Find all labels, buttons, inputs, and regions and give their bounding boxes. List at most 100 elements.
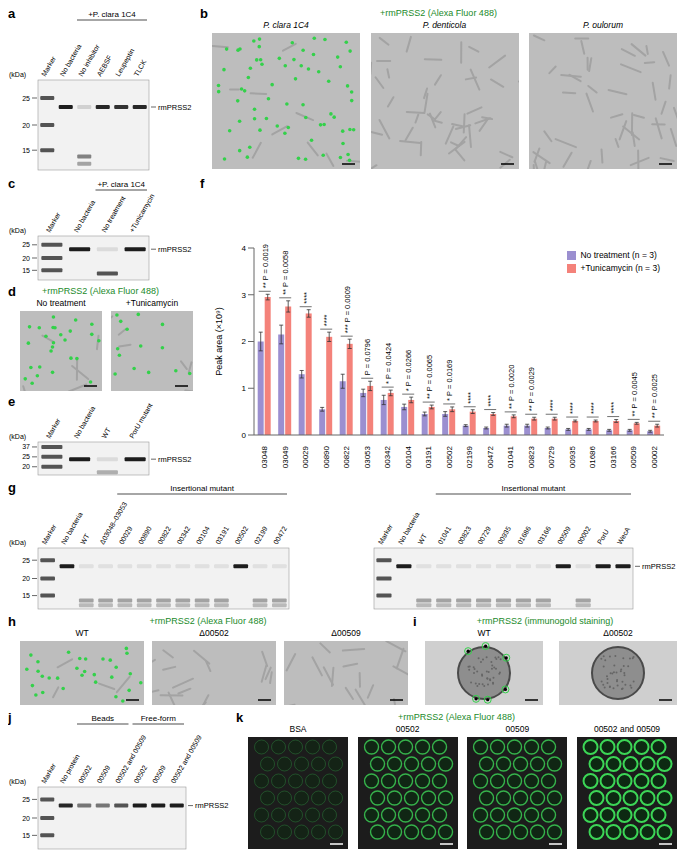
svg-text:20: 20 [22,122,30,129]
svg-text:* P = 0.0169: * P = 0.0169 [445,360,454,401]
svg-text:03191: 03191 [214,525,230,545]
svg-text:****: **** [568,402,577,414]
svg-text:00502 and 00509: 00502 and 00509 [114,734,147,785]
svg-text:** P = 0.0029: ** P = 0.0029 [527,367,536,411]
svg-text:00002: 00002 [650,445,659,468]
svg-text:00342: 00342 [383,445,392,468]
svg-text:00729: 00729 [547,445,556,468]
svg-text:00502: 00502 [77,764,93,784]
svg-text:TLCK: TLCK [133,58,148,77]
svg-text:00509: 00509 [96,764,112,784]
svg-text:03048: 03048 [260,445,269,468]
svg-text:****: **** [589,402,598,414]
svg-text:01041: 01041 [437,525,453,545]
svg-text:(kDa): (kDa) [9,539,26,547]
svg-text:15: 15 [22,592,30,599]
svg-text:00823: 00823 [456,525,472,545]
svg-text:WT: WT [100,426,112,440]
svg-text:rmPRSS2: rmPRSS2 [158,103,191,112]
svg-text:20: 20 [22,463,30,470]
svg-text:25: 25 [22,453,30,460]
svg-text:00342: 00342 [176,525,192,545]
svg-text:Marker: Marker [40,523,57,546]
svg-text:00472: 00472 [272,525,288,545]
svg-text:(kDa): (kDa) [9,778,26,786]
svg-text:** P = 0.0045: ** P = 0.0045 [630,372,639,416]
svg-text:1: 1 [242,384,247,393]
svg-text:WecA: WecA [616,526,631,546]
svg-text:01041: 01041 [506,445,515,468]
svg-text:00104: 00104 [195,525,211,545]
svg-text:03191: 03191 [424,445,433,468]
svg-text:(kDa): (kDa) [9,433,26,441]
svg-text:37: 37 [22,443,30,450]
svg-text:00502: 00502 [445,445,454,468]
svg-text:Marker: Marker [45,417,62,440]
svg-text:P = 0.0796: P = 0.0796 [363,339,372,375]
svg-text:00002: 00002 [576,525,592,545]
svg-text:00822: 00822 [342,445,351,468]
svg-text:No bacteria: No bacteria [72,405,96,440]
svg-text:(kDa): (kDa) [9,227,26,235]
svg-text:Marker: Marker [40,55,57,78]
svg-text:Free-form: Free-form [141,714,176,723]
svg-text:** P = 0.0065: ** P = 0.0065 [425,355,434,399]
svg-text:* P = 0.0266: * P = 0.0266 [404,350,413,391]
svg-text:00502: 00502 [133,764,149,784]
svg-text:** P = 0.0058: ** P = 0.0058 [281,251,290,295]
svg-text:****: **** [486,395,495,407]
svg-text:02199: 02199 [465,445,474,468]
svg-text:20: 20 [22,255,30,262]
svg-text:2: 2 [242,337,247,346]
svg-text:0: 0 [242,431,247,440]
svg-text:(kDa): (kDa) [9,71,26,79]
svg-text:3: 3 [242,291,247,300]
svg-text:Marker: Marker [377,523,394,546]
svg-text:****: **** [322,314,331,326]
svg-text:25: 25 [22,796,30,803]
svg-text:** P = 0.0019: ** P = 0.0019 [261,244,270,288]
svg-text:Marker: Marker [40,762,57,785]
svg-text:01686: 01686 [588,445,597,468]
svg-text:25: 25 [22,241,30,248]
svg-text:* P = 0.0424: * P = 0.0424 [384,343,393,384]
svg-text:15: 15 [22,147,30,154]
svg-text:PorU mutant: PorU mutant [128,402,154,440]
svg-text:rmPRSS2: rmPRSS2 [195,801,228,810]
svg-text:Marker: Marker [45,211,62,234]
svg-text:25: 25 [22,557,30,564]
svg-text:00104: 00104 [404,445,413,468]
svg-text:02199: 02199 [253,525,269,545]
svg-text:rmPRSS2: rmPRSS2 [642,562,675,571]
svg-text:*** P = 0.0009: *** P = 0.0009 [343,286,352,333]
svg-text:03053: 03053 [363,445,372,468]
svg-text:PorU: PorU [596,528,610,545]
svg-text:Insertional mutant: Insertional mutant [170,484,234,493]
svg-text:****: **** [609,402,618,414]
svg-text:03049: 03049 [281,445,290,468]
svg-text:No treatment: No treatment [100,195,126,234]
svg-text:00935: 00935 [568,445,577,468]
svg-text:+P. clara 1C4: +P. clara 1C4 [97,180,145,189]
svg-text:00729: 00729 [476,525,492,545]
svg-text:WT: WT [79,532,91,546]
svg-text:00509: 00509 [629,445,638,468]
svg-text:00472: 00472 [486,445,495,468]
svg-text:****: **** [466,392,475,404]
svg-text:00823: 00823 [527,445,536,468]
svg-text:Insertional mutant: Insertional mutant [502,484,566,493]
svg-text:20: 20 [22,575,30,582]
svg-text:rmPRSS2: rmPRSS2 [158,245,191,254]
svg-text:00935: 00935 [496,525,512,545]
svg-text:WT: WT [417,532,429,546]
svg-text:00502 and 00509: 00502 and 00509 [170,734,203,785]
svg-text:****: **** [302,292,311,304]
svg-text:** P = 0.0020: ** P = 0.0020 [507,365,516,409]
svg-text:01686: 01686 [516,525,532,545]
svg-text:00509: 00509 [151,764,167,784]
svg-text:00509: 00509 [556,525,572,545]
svg-text:Peak area (×10⁹): Peak area (×10⁹) [214,307,224,376]
svg-text:00822: 00822 [156,525,172,545]
svg-text:00029: 00029 [301,445,310,468]
svg-text:00029: 00029 [118,525,134,545]
